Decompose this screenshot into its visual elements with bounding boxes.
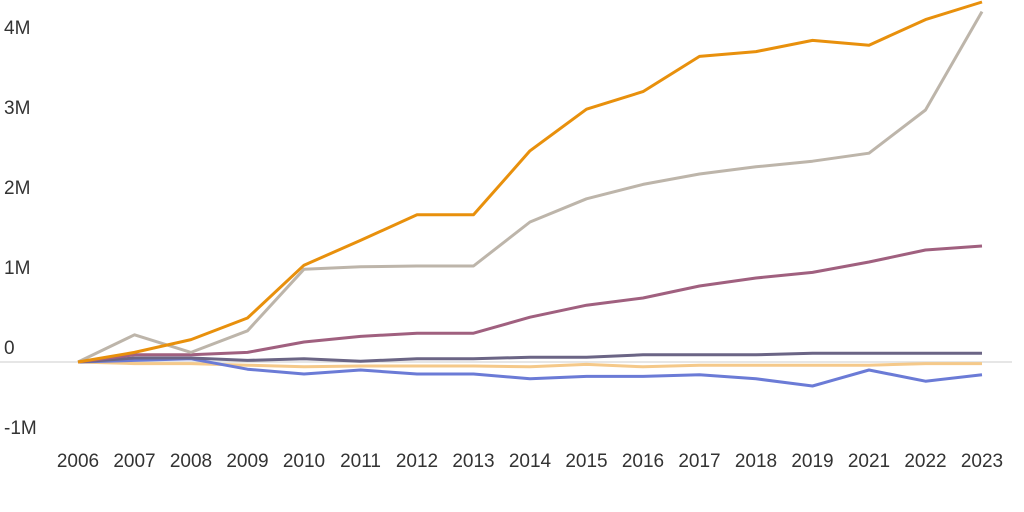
series-line	[77, 244, 983, 364]
series-line	[77, 351, 982, 364]
y-tick-label: 2M	[4, 178, 30, 199]
y-tick-label: 3M	[4, 98, 30, 119]
x-tick-label: 2022	[904, 451, 946, 472]
x-tick-label: 2018	[735, 451, 777, 472]
y-tick-label: 4M	[4, 18, 30, 39]
x-tick-label: 2012	[396, 451, 438, 472]
x-tick-label: 2009	[226, 451, 268, 472]
series-line	[77, 357, 983, 388]
series-line	[77, 10, 984, 364]
y-tick-label: 1M	[4, 258, 30, 279]
x-tick-label: 2011	[340, 451, 381, 472]
x-tick-label: 2021	[848, 451, 890, 472]
x-tick-label: 2016	[622, 451, 664, 472]
x-tick-label: 2013	[452, 451, 494, 472]
y-tick-label: -1M	[4, 418, 37, 439]
y-tick-label: 0	[4, 338, 15, 359]
x-tick-label: 2023	[961, 451, 1003, 472]
x-tick-label: 2006	[57, 451, 99, 472]
x-tick-label: 2019	[791, 451, 833, 472]
series-line	[77, 0, 983, 364]
x-tick-label: 2007	[113, 451, 155, 472]
x-tick-label: 2008	[170, 451, 212, 472]
x-tick-label: 2017	[678, 451, 720, 472]
x-tick-label: 2010	[283, 451, 325, 472]
x-tick-label: 2015	[565, 451, 607, 472]
x-tick-label: 2014	[509, 451, 552, 472]
